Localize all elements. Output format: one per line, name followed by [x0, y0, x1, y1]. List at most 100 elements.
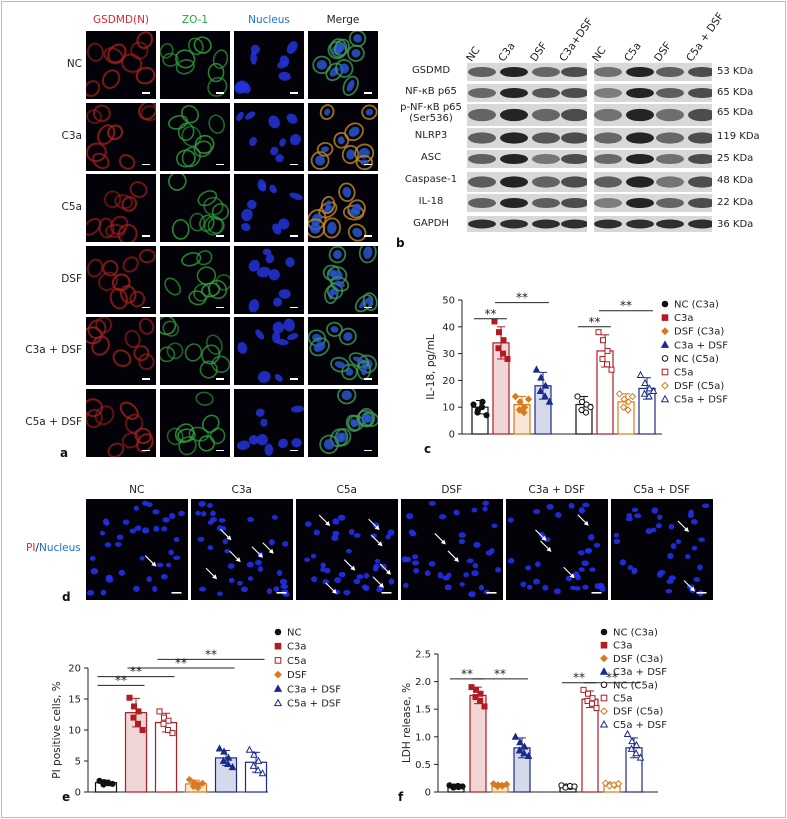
arrow-marker: [434, 533, 445, 543]
data-point: [160, 720, 167, 727]
data-point: [483, 412, 490, 419]
data-point: [520, 749, 528, 757]
scale-bar: [364, 163, 372, 165]
data-point: [608, 366, 615, 373]
data-point: [511, 392, 520, 401]
arrow-marker: [205, 567, 216, 578]
micrograph-image: [86, 388, 156, 457]
micrograph-cells: [322, 245, 378, 312]
data-point: [228, 762, 237, 771]
pi-label: PI: [26, 542, 36, 554]
scale-bar: [216, 449, 224, 451]
nucleus-label: Nucleus: [38, 542, 81, 554]
y-tick-label: 2.0: [415, 677, 431, 688]
data-point: [636, 753, 645, 761]
scale-bar: [290, 163, 298, 165]
scale-bar: [216, 163, 224, 165]
data-point: [220, 747, 228, 755]
data-point: [595, 329, 602, 336]
arrow-marker: [251, 546, 262, 557]
blot-size-label: 119 KDa: [717, 131, 760, 142]
data-point: [194, 783, 202, 792]
data-point: [627, 744, 636, 752]
legend-label: C3a: [613, 641, 632, 652]
legend-marker: [661, 381, 669, 390]
data-point: [516, 398, 524, 406]
legend-marker: [273, 698, 283, 707]
micrograph-image: [234, 245, 304, 314]
panel-a-channel-label: Merge: [326, 14, 360, 26]
micrograph-cells: [86, 102, 156, 170]
blot-protein-label: IL-18: [418, 196, 444, 207]
data-point: [632, 749, 640, 757]
scale-bar: [216, 92, 224, 94]
y-tick-label: 15: [68, 695, 81, 706]
panel-a-row-label: C5a + DSF: [25, 415, 82, 428]
data-point: [254, 756, 263, 764]
panel-c-letter: c: [424, 442, 432, 456]
arrow-marker: [447, 550, 458, 561]
scale-bar: [486, 592, 497, 594]
blot-bands: [594, 219, 712, 229]
data-point: [624, 406, 632, 414]
micrograph-image: [234, 317, 304, 385]
y-tick-label: 10: [442, 403, 455, 414]
legend-label: C5a + DSF: [287, 699, 341, 710]
blot-strip: [467, 172, 587, 192]
blot-strip: [467, 216, 587, 232]
micrograph-cells: [248, 248, 295, 313]
panel-a-channel-label: ZO-1: [181, 14, 209, 26]
arrow-marker: [372, 576, 383, 587]
data-point: [500, 337, 507, 344]
scale-bar: [364, 306, 372, 308]
legend-label: C3a: [674, 313, 693, 324]
data-point: [624, 398, 633, 406]
micrograph-image: [308, 317, 378, 385]
legend-marker: [661, 368, 669, 376]
blot-bands: [594, 66, 712, 78]
data-point: [571, 783, 578, 790]
data-point: [599, 355, 606, 362]
micrograph-image: [234, 174, 304, 242]
arrow-marker: [371, 534, 381, 545]
legend-label: C5a: [287, 656, 306, 667]
y-tick-label: 10: [68, 726, 81, 737]
blot-size-label: 36 KDa: [717, 219, 754, 230]
data-point: [135, 720, 141, 727]
blot-protein-label: GSDMD: [411, 65, 451, 76]
data-point: [219, 756, 228, 764]
data-point: [582, 409, 590, 416]
panel-b-letter: b: [396, 236, 405, 250]
data-point: [496, 329, 502, 336]
data-point: [515, 746, 524, 754]
micrograph-cells: [166, 391, 226, 455]
legend-label: C3a + DSF: [287, 684, 341, 695]
scale-bar: [364, 92, 372, 94]
y-tick-label: 20: [442, 376, 455, 387]
blot-strip: [467, 84, 587, 102]
data-point: [215, 744, 224, 752]
panel-a-row-label: C3a + DSF: [25, 344, 82, 356]
arrow-marker: [343, 559, 354, 570]
data-point: [477, 697, 483, 704]
legend-marker: [661, 327, 669, 336]
panel-d-column-label: C3a + DSF: [528, 484, 586, 496]
y-tick-label: 0: [425, 788, 431, 799]
data-point: [472, 694, 479, 701]
scale-bar: [381, 592, 392, 594]
data-point: [156, 708, 163, 715]
blot-bands: [468, 219, 587, 229]
legend-label: NC (C5a): [613, 680, 658, 691]
blot-strip: [594, 194, 712, 212]
significance-label: **: [516, 291, 528, 305]
legend-marker: [600, 707, 608, 716]
micrograph-image: [308, 102, 378, 171]
y-tick-label: 50: [442, 296, 455, 307]
data-point: [632, 740, 641, 748]
data-point: [589, 700, 595, 707]
data-point: [249, 761, 258, 769]
data-point: [198, 779, 207, 788]
blot-strip: [467, 128, 587, 148]
data-point: [620, 395, 628, 403]
